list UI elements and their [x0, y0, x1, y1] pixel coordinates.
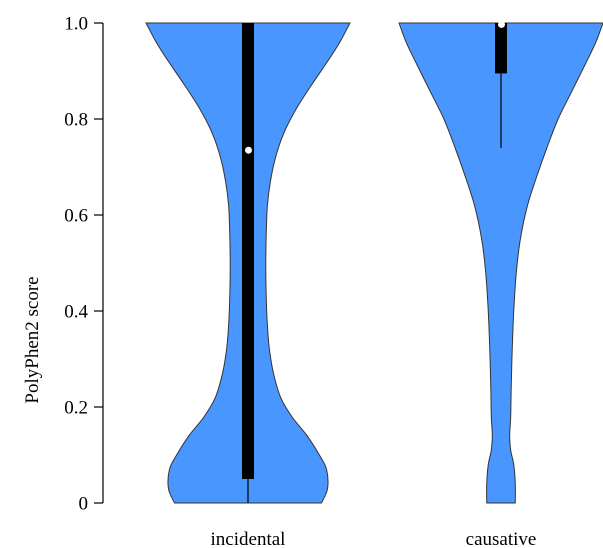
violins-layer: [145, 20, 603, 504]
iqr-box-causative: [495, 23, 507, 74]
y-tick-label: 0.6: [64, 206, 88, 227]
category-labels: incidental causative: [211, 529, 537, 548]
iqr-box-incidental: [242, 23, 254, 479]
median-point-causative: [498, 20, 505, 28]
y-tick-label: 0.2: [64, 398, 88, 419]
y-tick-label: 1.0: [64, 14, 88, 35]
violin-group-causative: [398, 20, 603, 504]
violin-group-incidental: [145, 22, 351, 504]
y-axis-title: PolyPhen2 score: [22, 276, 43, 403]
category-label-incidental: incidental: [211, 529, 286, 548]
y-tick-label: 0.4: [64, 302, 88, 323]
y-tick-label: 0.8: [64, 110, 88, 131]
violin-causative: [398, 22, 603, 504]
category-label-causative: causative: [466, 529, 537, 548]
median-point-incidental: [245, 146, 252, 154]
y-tick-label: 0: [79, 494, 89, 515]
y-axis: 0 0.2 0.4 0.6 0.8 1.0: [64, 14, 104, 515]
